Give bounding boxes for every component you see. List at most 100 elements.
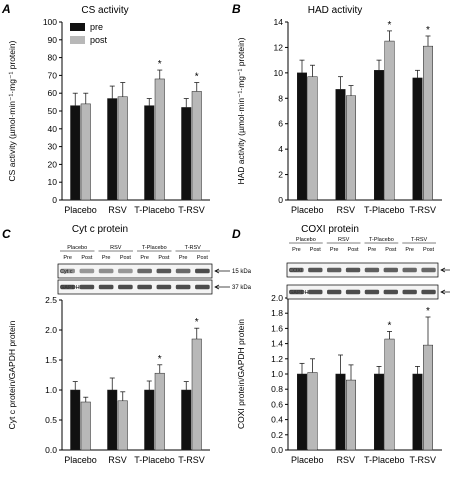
blot-band xyxy=(175,284,191,290)
y-tick-label: 1.5 xyxy=(45,355,57,365)
bar-post-t-rsv xyxy=(423,45,433,201)
blot-band xyxy=(308,289,323,295)
y-tick-label: 12 xyxy=(274,42,284,52)
legend-label-post: post xyxy=(90,35,108,45)
blot-band xyxy=(156,268,172,274)
bar-pre-placebo xyxy=(70,389,81,451)
blot-lane-label: Pre xyxy=(102,255,111,261)
panel-b: B HAD activity 0 2 4 6 8 10 12 14 HAD activity (µm… xyxy=(232,2,442,215)
bar-post-rsv xyxy=(117,400,128,451)
blot-group-label: RSV xyxy=(110,245,122,251)
blot-band xyxy=(289,289,304,295)
blot-band xyxy=(195,284,210,290)
blot-lane-label: Post xyxy=(81,255,92,261)
blot-band xyxy=(421,289,436,295)
bar-pre-rsv xyxy=(335,89,346,201)
blot-band xyxy=(345,267,361,273)
x-tick-label: T-RSV xyxy=(409,455,436,465)
y-tick-label: 0.0 xyxy=(271,445,283,455)
blot-lane-label: Pre xyxy=(179,255,188,261)
y-tick-label: 1.6 xyxy=(271,323,283,333)
y-tick-label: 100 xyxy=(43,17,57,27)
bar-post-placebo xyxy=(80,401,91,451)
blot-band xyxy=(137,284,152,290)
blot-band xyxy=(327,289,342,295)
x-tick-label: Placebo xyxy=(64,455,97,465)
blot-band xyxy=(79,268,95,274)
y-tick-label: 1.8 xyxy=(271,308,283,318)
blot-strip-gapdh xyxy=(286,284,439,300)
panel-title: CS activity xyxy=(81,5,128,16)
y-tick-label: 1.4 xyxy=(271,339,283,349)
significance-marker: * xyxy=(158,354,162,365)
blot-group-label: Placebo xyxy=(67,245,87,251)
significance-marker: * xyxy=(195,317,199,328)
x-tick-label: Placebo xyxy=(291,205,324,215)
significance-marker: * xyxy=(388,20,392,31)
y-axis-label: CS activity (µmol·min⁻¹·mg⁻¹ protein) xyxy=(7,40,17,181)
y-tick-label: 1.0 xyxy=(45,385,57,395)
bar-pre-t-rsv xyxy=(181,107,192,201)
y-tick-label: 0 xyxy=(52,195,57,205)
bar-post-rsv xyxy=(117,96,128,201)
blot-group-label: T-Placebo xyxy=(369,237,394,243)
blot-group-label: Placebo xyxy=(296,237,316,243)
bar-pre-t-placebo xyxy=(144,105,155,201)
blot-lane-label: Pre xyxy=(330,247,339,253)
panel-letter: A xyxy=(1,2,11,16)
blot-group-label: T-RSV xyxy=(185,245,202,251)
blot-lane-label: Pre xyxy=(140,255,149,261)
blot-band xyxy=(79,284,95,290)
y-tick-label: 80 xyxy=(48,53,58,63)
y-tick-label: 0.4 xyxy=(271,415,283,425)
blot-arrow-head xyxy=(214,284,220,290)
bar-post-t-placebo xyxy=(384,40,395,201)
bar-pre-t-rsv xyxy=(412,373,423,451)
blot-lane-label: Post xyxy=(348,247,359,253)
bar-pre-rsv xyxy=(107,98,118,201)
x-tick-label: T-Placebo xyxy=(134,455,175,465)
panel-d: D COXI protein 0.0 0.2 0.4 0.6 0.8 1.0 1.2 1.4 1.6… xyxy=(232,224,450,465)
bar-pre-t-rsv xyxy=(412,77,423,201)
y-tick-label: 60 xyxy=(48,88,58,98)
significance-marker: * xyxy=(195,72,199,83)
x-tick-label: RSV xyxy=(108,205,127,215)
blot-lane-label: Post xyxy=(310,247,321,253)
x-tick-label: RSV xyxy=(108,455,127,465)
y-tick-label: 90 xyxy=(48,35,58,45)
x-tick-label: T-RSV xyxy=(178,205,205,215)
y-tick-label: 6 xyxy=(278,119,283,129)
blot-band xyxy=(402,267,417,273)
y-tick-label: 2.5 xyxy=(45,295,57,305)
panel-title: Cyt c protein xyxy=(72,224,128,235)
western-blot: Placebo Pre Post RSV Pre Post T-Placebo Pre Post… xyxy=(286,237,450,300)
blot-strip-cyt-c xyxy=(57,263,213,279)
bar-pre-t-placebo xyxy=(374,373,384,451)
y-tick-label: 10 xyxy=(274,68,284,78)
blot-lane-label: Pre xyxy=(63,255,72,261)
x-tick-label: T-RSV xyxy=(178,455,205,465)
bar-post-t-placebo xyxy=(384,338,395,451)
blot-strip-coxi xyxy=(286,262,439,278)
y-tick-label: 0.2 xyxy=(271,430,283,440)
significance-marker: * xyxy=(426,306,430,317)
y-tick-label: 30 xyxy=(48,142,58,152)
bar-post-t-placebo xyxy=(154,372,165,451)
blot-band xyxy=(402,289,417,295)
x-tick-label: T-RSV xyxy=(409,205,436,215)
bar-post-placebo xyxy=(307,76,318,201)
blot-lane-label: Pre xyxy=(292,247,301,253)
blot-group-label: T-RSV xyxy=(411,237,428,243)
y-axis-label: Cyt c protein/GAPDH protein xyxy=(7,320,17,429)
y-tick-label: 2 xyxy=(278,170,283,180)
y-tick-label: 0.6 xyxy=(271,399,283,409)
blot-band xyxy=(345,289,361,295)
bar-pre-t-placebo xyxy=(374,70,384,201)
blot-band xyxy=(383,267,398,273)
bar-post-rsv xyxy=(346,95,356,201)
blot-band xyxy=(364,289,380,295)
blot-lane-label: Post xyxy=(197,255,208,261)
panel-letter: B xyxy=(232,2,241,16)
blot-lane-label: Post xyxy=(158,255,169,261)
